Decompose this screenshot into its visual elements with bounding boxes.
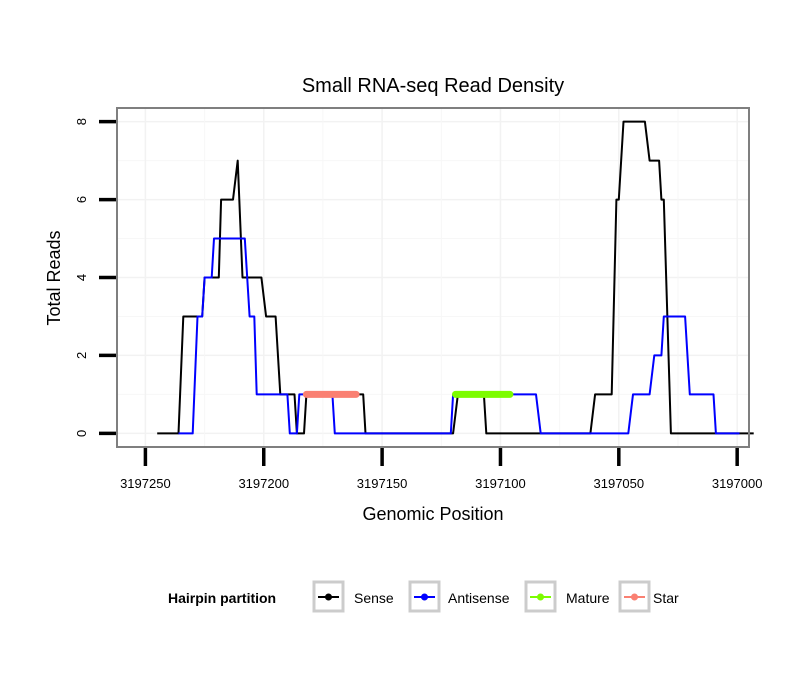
legend-key-point <box>631 593 638 601</box>
x-tick-label: 3197250 <box>120 476 171 491</box>
x-tick-label: 3197050 <box>594 476 645 491</box>
legend-item-antisense: Antisense <box>408 580 510 613</box>
series-layer <box>157 120 754 435</box>
legend-key-point <box>421 593 428 601</box>
legend: Hairpin partition Sense Antisense Mature St… <box>168 580 679 613</box>
y-tick-label: 6 <box>74 196 89 203</box>
legend-key-point <box>537 593 544 601</box>
series-line-antisense <box>178 237 740 435</box>
legend-title: Hairpin partition <box>168 590 276 606</box>
legend-label: Sense <box>354 590 394 606</box>
x-tick-label: 3197150 <box>357 476 408 491</box>
x-tick-label: 3197100 <box>475 476 526 491</box>
y-tick-label: 4 <box>74 274 89 281</box>
series-line-sense <box>157 120 754 435</box>
x-axis: 3197250 3197200 3197150 3197100 3197050 31970… <box>120 448 762 491</box>
legend-label: Antisense <box>448 590 510 606</box>
y-axis-title: Total Reads <box>44 230 64 325</box>
chart-title: Small RNA-seq Read Density <box>302 75 564 97</box>
legend-key-point <box>325 593 332 601</box>
y-tick-label: 2 <box>74 352 89 359</box>
legend-item-sense: Sense <box>312 580 394 613</box>
plot-border <box>116 107 750 448</box>
y-tick-label: 8 <box>74 118 89 125</box>
x-tick-label: 3197200 <box>238 476 289 491</box>
legend-item-mature: Mature <box>524 580 610 613</box>
legend-label: Mature <box>566 590 610 606</box>
y-axis: 0 2 4 6 8 <box>74 118 116 437</box>
legend-label: Star <box>653 590 679 606</box>
y-tick-label: 0 <box>74 430 89 437</box>
x-tick-label: 3197000 <box>712 476 763 491</box>
x-axis-title: Genomic Position <box>362 504 503 524</box>
legend-item-star: Star <box>618 580 679 613</box>
